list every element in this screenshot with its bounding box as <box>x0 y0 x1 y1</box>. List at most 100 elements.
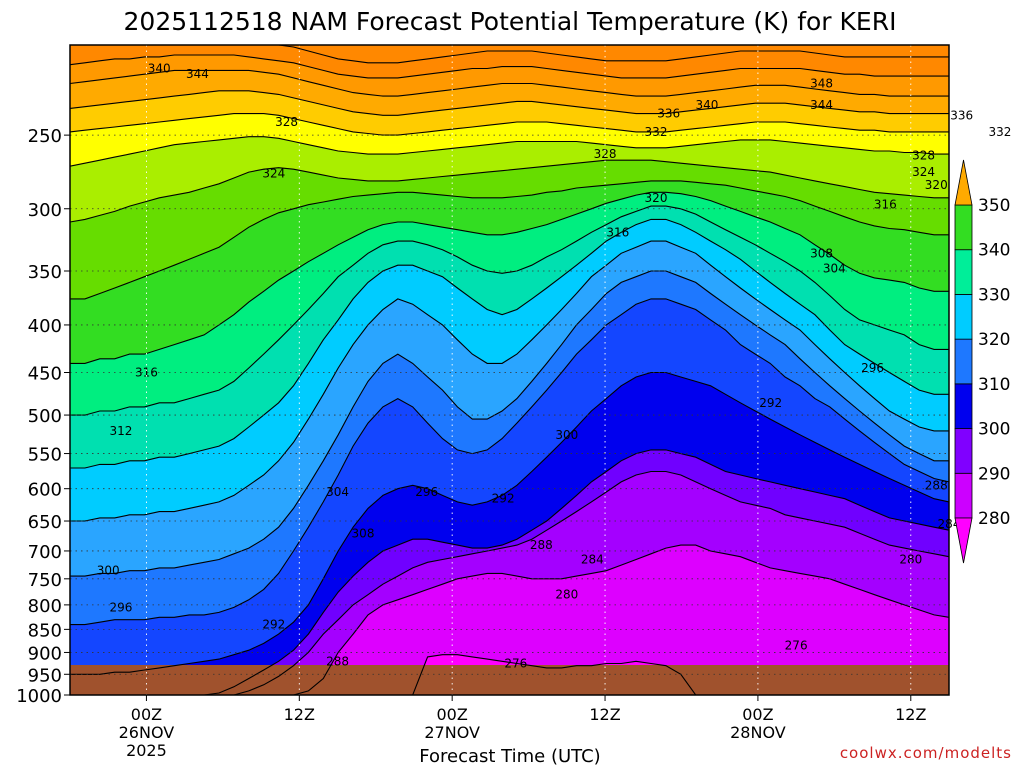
contour-label: 340 <box>696 98 719 112</box>
contour-label: 316 <box>135 366 158 380</box>
y-tick-label: 650 <box>28 512 62 533</box>
contour-label: 296 <box>415 485 438 499</box>
contour-label: 344 <box>810 98 833 112</box>
isentrope-304 <box>70 240 949 522</box>
contour-label: 324 <box>912 165 935 179</box>
contour-label: 320 <box>645 191 668 205</box>
contour-label: 328 <box>275 115 298 129</box>
x-tick-label: 00Z <box>742 705 773 724</box>
contour-label: 280 <box>555 588 578 602</box>
contour-label: 320 <box>925 178 948 192</box>
chart-title: 2025112518 NAM Forecast Potential Temper… <box>124 7 897 36</box>
y-tick-label: 850 <box>28 620 62 641</box>
contour-label: 332 <box>645 125 668 139</box>
contour-label: 336 <box>950 108 973 122</box>
contour-label: 316 <box>606 225 629 239</box>
contour-label: 288 <box>925 478 948 492</box>
colorbar-segment <box>954 428 973 474</box>
contour-labels: 340 344 328 324 348 344 340 336 332 328 320 316 336 3… <box>97 62 1012 671</box>
contour-label: 344 <box>186 67 209 81</box>
contour-label: 328 <box>594 147 617 161</box>
y-tick-label: 600 <box>28 480 62 501</box>
colorbar-segment <box>954 249 973 295</box>
contour-label: 288 <box>326 654 349 668</box>
x-tick-label: 00Z <box>131 705 162 724</box>
colorbar-label: 340 <box>978 241 1010 261</box>
x-tick-label: 2025 <box>126 741 167 760</box>
contour-label: 304 <box>326 485 349 499</box>
isentrope-332 <box>69 113 949 136</box>
y-tick-label: 500 <box>28 406 62 427</box>
contour-label: 332 <box>989 125 1012 139</box>
x-tick-label: 12Z <box>589 705 620 724</box>
colorbar-lower-triangle <box>954 517 973 564</box>
contour-label: 340 <box>148 62 171 76</box>
contour-label: 296 <box>110 600 133 614</box>
x-tick-label: 12Z <box>284 705 315 724</box>
contour-label: 296 <box>861 361 884 375</box>
colorbar-segment <box>954 383 973 429</box>
y-tick-label: 350 <box>28 262 62 283</box>
colorbar-upper-triangle <box>954 159 973 206</box>
isentrope-308 <box>70 218 949 469</box>
band-348 <box>70 45 949 63</box>
x-axis-ticks: 00Z26NOV202512Z00Z27NOV12Z00Z28NOV12Z00Z… <box>119 695 926 760</box>
colorbar-segment <box>954 294 973 340</box>
colorbar-label: 310 <box>978 375 1010 395</box>
contour-label: 328 <box>912 149 935 163</box>
colorbar: 280 290 300 310 320 330 340 350 <box>954 159 1010 564</box>
isentrope-contours <box>69 44 950 696</box>
contour-label: 276 <box>504 657 527 671</box>
y-tick-label: 300 <box>28 200 62 221</box>
x-tick-label: 26NOV <box>119 723 175 742</box>
contour-label: 276 <box>785 639 808 653</box>
contour-label: 308 <box>810 246 833 260</box>
contour-label: 284 <box>581 553 604 567</box>
y-axis-ticks: 2503003504004505005506006507007508008509… <box>16 126 70 707</box>
contour-label: 336 <box>657 107 680 121</box>
x-tick-label: 00Z <box>437 705 468 724</box>
isentrope-324 <box>69 159 949 223</box>
plot-frame <box>69 44 950 696</box>
grid-lines <box>70 45 949 695</box>
credit-text: coolwx.com/modelts <box>840 744 1012 762</box>
colorbar-segment <box>954 472 973 519</box>
contour-label: 304 <box>823 262 846 276</box>
colorbar-label: 350 <box>978 196 1010 216</box>
y-tick-label: 800 <box>28 596 62 617</box>
x-tick-label: 12Z <box>895 705 926 724</box>
isentrope-340 <box>69 69 949 97</box>
isentrope-336 <box>69 90 949 116</box>
isentrope-292 <box>70 371 950 675</box>
y-tick-label: 750 <box>28 570 62 591</box>
x-tick-label: 27NOV <box>424 723 480 742</box>
contour-label: 280 <box>899 553 922 567</box>
isentrope-300 <box>70 270 949 577</box>
isentrope-288 <box>70 449 950 696</box>
contour-label: 324 <box>262 167 285 181</box>
colorbar-label: 280 <box>978 509 1010 529</box>
colorbar-segment <box>954 204 973 251</box>
isentrope-320 <box>70 180 949 300</box>
contour-label: 300 <box>555 428 578 442</box>
ground <box>70 665 949 695</box>
isentrope-344 <box>69 54 949 79</box>
contour-label: 312 <box>110 424 133 438</box>
colorbar-label: 320 <box>978 330 1010 350</box>
y-tick-label: 1000 <box>16 686 62 707</box>
colorbar-label: 300 <box>978 420 1010 440</box>
isentrope-296 <box>70 298 950 626</box>
x-tick-label: 28NOV <box>730 723 786 742</box>
y-tick-label: 450 <box>28 364 62 385</box>
contour-label: 288 <box>530 538 553 552</box>
y-tick-label: 250 <box>28 126 62 147</box>
y-tick-label: 900 <box>28 643 62 664</box>
x-axis-label: Forecast Time (UTC) <box>419 746 600 767</box>
isentrope-316 <box>70 191 949 364</box>
contour-label: 292 <box>262 618 285 632</box>
colorbar-label: 330 <box>978 285 1010 305</box>
isentrope-312 <box>70 205 949 416</box>
contour-label: 292 <box>492 492 515 506</box>
y-tick-label: 550 <box>28 445 62 466</box>
